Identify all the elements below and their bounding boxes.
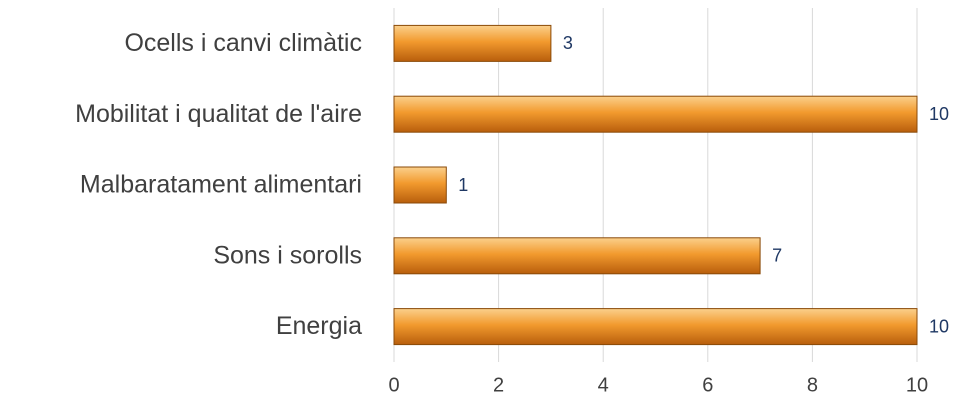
bar [393, 237, 761, 275]
x-tick-label: 6 [702, 374, 713, 396]
y-tick-label: Mobilitat i qualitat de l'aire [75, 100, 362, 128]
bar [393, 24, 552, 62]
x-tick-label: 8 [807, 374, 818, 396]
y-tick-label: Sons i sorolls [213, 241, 362, 269]
data-label: 1 [458, 175, 468, 195]
x-tick-label: 2 [493, 374, 504, 396]
x-tick-label: 10 [906, 374, 928, 396]
y-tick-label: Energia [276, 312, 362, 340]
x-tick-label: 4 [598, 374, 609, 396]
data-label: 10 [929, 104, 949, 124]
data-label: 7 [772, 246, 782, 266]
x-tick-label: 0 [388, 374, 399, 396]
data-label: 3 [563, 33, 573, 53]
data-label: 10 [929, 316, 949, 336]
y-tick-label: Ocells i canvi climàtic [124, 29, 362, 57]
bar [393, 308, 918, 346]
bar [393, 166, 447, 204]
bar [393, 95, 918, 133]
y-tick-label: Malbaratament alimentari [80, 171, 362, 199]
